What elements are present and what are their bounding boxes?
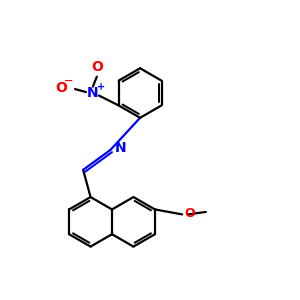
Text: O: O bbox=[91, 60, 103, 74]
Text: +: + bbox=[97, 82, 105, 92]
Text: N: N bbox=[114, 140, 126, 154]
Text: O: O bbox=[55, 81, 67, 95]
Text: −: − bbox=[63, 76, 73, 85]
Text: O: O bbox=[184, 207, 195, 220]
Text: N: N bbox=[87, 86, 99, 100]
